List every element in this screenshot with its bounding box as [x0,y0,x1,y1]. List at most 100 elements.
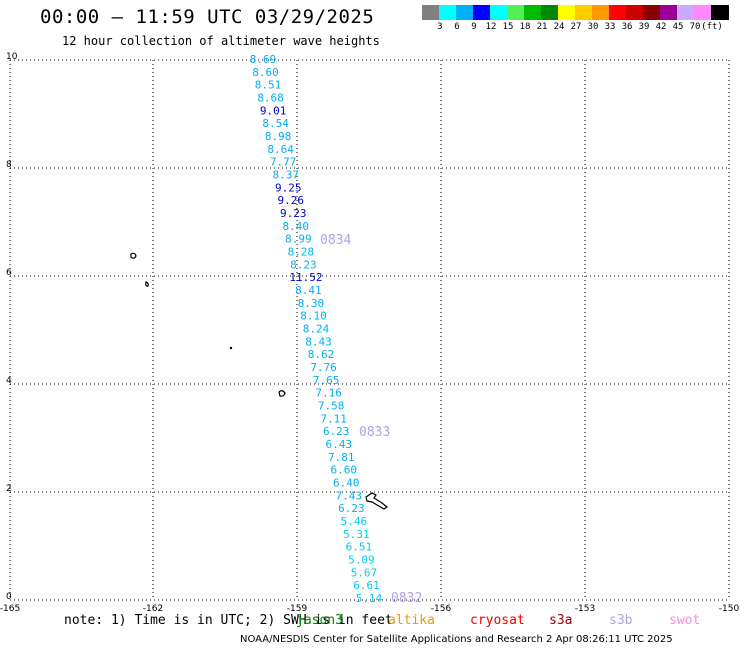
color-scale-label: 27 [570,22,582,32]
wave-height-value: 8.30 [298,297,325,310]
wave-height-value: 9.25 [275,181,302,194]
wave-height-value: 8.23 [290,258,317,271]
wave-height-value: 5.31 [343,528,370,541]
wave-height-value: 11.52 [289,271,322,284]
y-tick-label: 8 [6,160,12,170]
footer-note: note: 1) Time is in UTC; 2) SWH is in fe… [64,613,393,628]
color-scale-label: 6 [454,22,460,32]
color-swatch [609,5,627,20]
map-grid [9,59,730,601]
color-swatch [422,5,440,20]
satellite-name-cryosat: cryosat [470,613,525,628]
island-outline [145,281,149,287]
wave-height-value: 8.62 [308,348,335,361]
wave-height-value: 6.43 [325,438,352,451]
wave-height-value: 6.23 [338,502,365,515]
wave-height-value: 8.40 [283,220,310,233]
satellite-name-s3a: s3a [549,613,573,628]
wave-height-value: 8.68 [257,92,284,105]
wave-height-value: 6.40 [333,477,360,490]
color-swatch [626,5,644,20]
x-tick-label: -153 [575,604,595,614]
x-tick-label: -150 [719,604,740,614]
y-tick-label: 0 [6,592,12,602]
color-scale-label: 39 [638,22,650,32]
wave-height-value: 7.58 [318,400,345,413]
wave-height-value: 8.28 [288,246,315,259]
color-scale-label: 24 [553,22,565,32]
altimeter-track: 8.698.608.518.689.018.548.988.647.778.37… [250,53,423,606]
wave-height-value: 5.14 [356,592,383,605]
x-tick-label: -165 [0,604,20,614]
wave-height-value: 9.23 [280,207,307,220]
color-swatch [677,5,695,20]
axis-tick-labels: 10 8 6 4 2 0 -165 -162 -159 -156 -153 -150 [0,52,739,614]
page-subtitle: 12 hour collection of altimeter wave hei… [62,34,380,48]
wave-height-value: 7.65 [313,374,340,387]
satellite-name-s3b: s3b [609,613,633,628]
color-swatch [694,5,712,20]
x-tick-label: -156 [431,604,452,614]
color-swatch [490,5,508,20]
color-swatch [575,5,593,20]
color-swatch [541,5,559,20]
wave-height-value: 7.11 [320,412,347,425]
y-tick-label: 10 [6,52,18,62]
color-scale-label: 3 [437,22,443,32]
wave-height-value: 8.98 [265,130,292,143]
wave-height-value: 8.54 [262,117,289,130]
island-outline [365,492,389,510]
satellite-name-swot: swot [669,613,701,628]
wave-height-value: 6.61 [353,579,380,592]
wave-height-value: 9.26 [278,194,305,207]
page-title: 00:00 – 11:59 UTC 03/29/2025 [40,6,375,28]
pass-time-label: 0833 [359,425,390,440]
color-swatch [711,5,729,20]
island-outline [229,346,233,350]
color-scale-label: 33 [604,22,616,32]
island-outline [278,390,286,397]
wave-height-value: 6.23 [323,425,350,438]
color-swatch [524,5,542,20]
island-outline [130,252,137,259]
wave-height-value: 8.99 [285,233,312,246]
wave-height-value: 8.37 [272,169,299,182]
y-tick-label: 2 [6,484,12,494]
color-scale-label: 36 [621,22,633,32]
color-scale-label: 42 [655,22,667,32]
color-swatch [456,5,474,20]
color-scale-label: (ft) [701,22,723,32]
wave-height-value: 9.01 [260,104,287,117]
satellite-name-jason3: jason3 [296,613,343,628]
color-swatch [660,5,678,20]
wave-height-value: 6.60 [331,464,358,477]
wave-height-value: 8.64 [267,143,294,156]
x-tick-label: -159 [287,604,308,614]
wave-height-value: 6.51 [346,541,373,554]
y-tick-label: 6 [6,268,12,278]
wave-height-value: 8.41 [295,284,322,297]
color-scale-label: 30 [587,22,599,32]
pass-time-label: 0832 [391,591,422,606]
color-scale-label: 18 [519,22,531,32]
pass-time-label: 0834 [320,233,351,248]
x-tick-label: -162 [143,604,163,614]
wave-height-value: 7.76 [310,361,337,374]
color-scale-label: 15 [502,22,514,32]
wave-height-value: 5.67 [351,566,378,579]
y-tick-label: 4 [6,376,12,386]
wave-height-value: 8.10 [300,310,327,323]
wave-height-value: 8.43 [305,335,332,348]
wave-height-value: 8.69 [250,53,277,66]
wave-height-value: 8.60 [252,66,279,79]
color-swatch [643,5,661,20]
wave-height-value: 7.77 [270,156,297,169]
wave-height-value: 7.81 [328,451,355,464]
wave-height-value: 7.43 [336,489,363,502]
wave-height-value: 8.51 [255,79,282,92]
color-swatch [439,5,457,20]
wave-height-value: 5.09 [348,554,375,567]
color-scale-label: 9 [471,22,477,32]
color-scale-label: 70 [689,22,701,32]
